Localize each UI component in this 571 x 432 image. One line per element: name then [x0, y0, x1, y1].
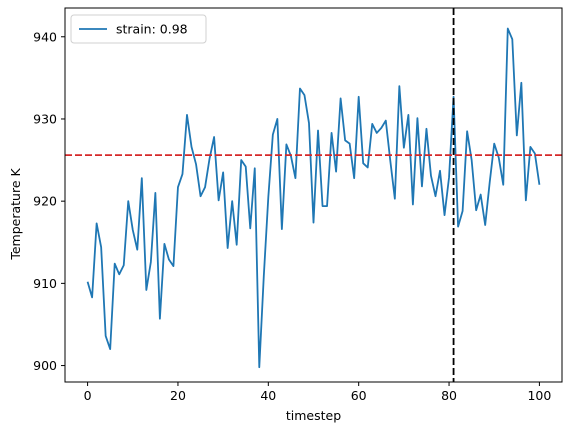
legend: strain: 0.98 — [70, 14, 207, 44]
axes-frame — [64, 7, 563, 383]
y-tick-label: 920 — [33, 194, 57, 209]
axes: 0 20 40 60 80 100 900 910 920 930 940 — [33, 7, 563, 403]
legend-box — [70, 14, 207, 44]
y-tick-label: 940 — [33, 29, 57, 44]
x-tick-label: 40 — [260, 388, 276, 403]
series-line-0 — [86, 27, 541, 369]
x-tick-label: 80 — [441, 388, 457, 403]
plot-area — [65, 8, 562, 382]
y-tick-label: 910 — [33, 276, 57, 291]
x-tick-label: 20 — [170, 388, 186, 403]
y-axis-label: Temperature K — [8, 168, 23, 261]
x-axis-label: timestep — [286, 408, 341, 423]
y-tick-label: 930 — [33, 111, 57, 126]
x-tick-label: 60 — [351, 388, 367, 403]
legend-label: strain: 0.98 — [116, 22, 188, 37]
y-tick-label: 900 — [33, 358, 57, 373]
x-tick-label: 100 — [527, 388, 551, 403]
x-tick-label: 0 — [84, 388, 92, 403]
